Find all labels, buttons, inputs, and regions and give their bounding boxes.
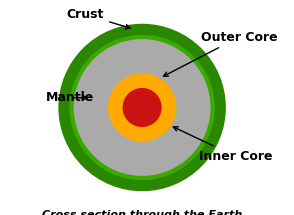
Text: Crust: Crust bbox=[67, 8, 130, 29]
Text: Inner Core: Inner Core bbox=[173, 127, 272, 163]
Circle shape bbox=[64, 29, 220, 186]
Circle shape bbox=[123, 88, 162, 127]
Text: Cross section through the Earth
( Not to scale ): Cross section through the Earth ( Not to… bbox=[42, 210, 242, 215]
Circle shape bbox=[108, 73, 176, 142]
Text: Outer Core: Outer Core bbox=[163, 31, 277, 76]
Text: Mantle: Mantle bbox=[46, 91, 95, 104]
Circle shape bbox=[74, 39, 211, 176]
